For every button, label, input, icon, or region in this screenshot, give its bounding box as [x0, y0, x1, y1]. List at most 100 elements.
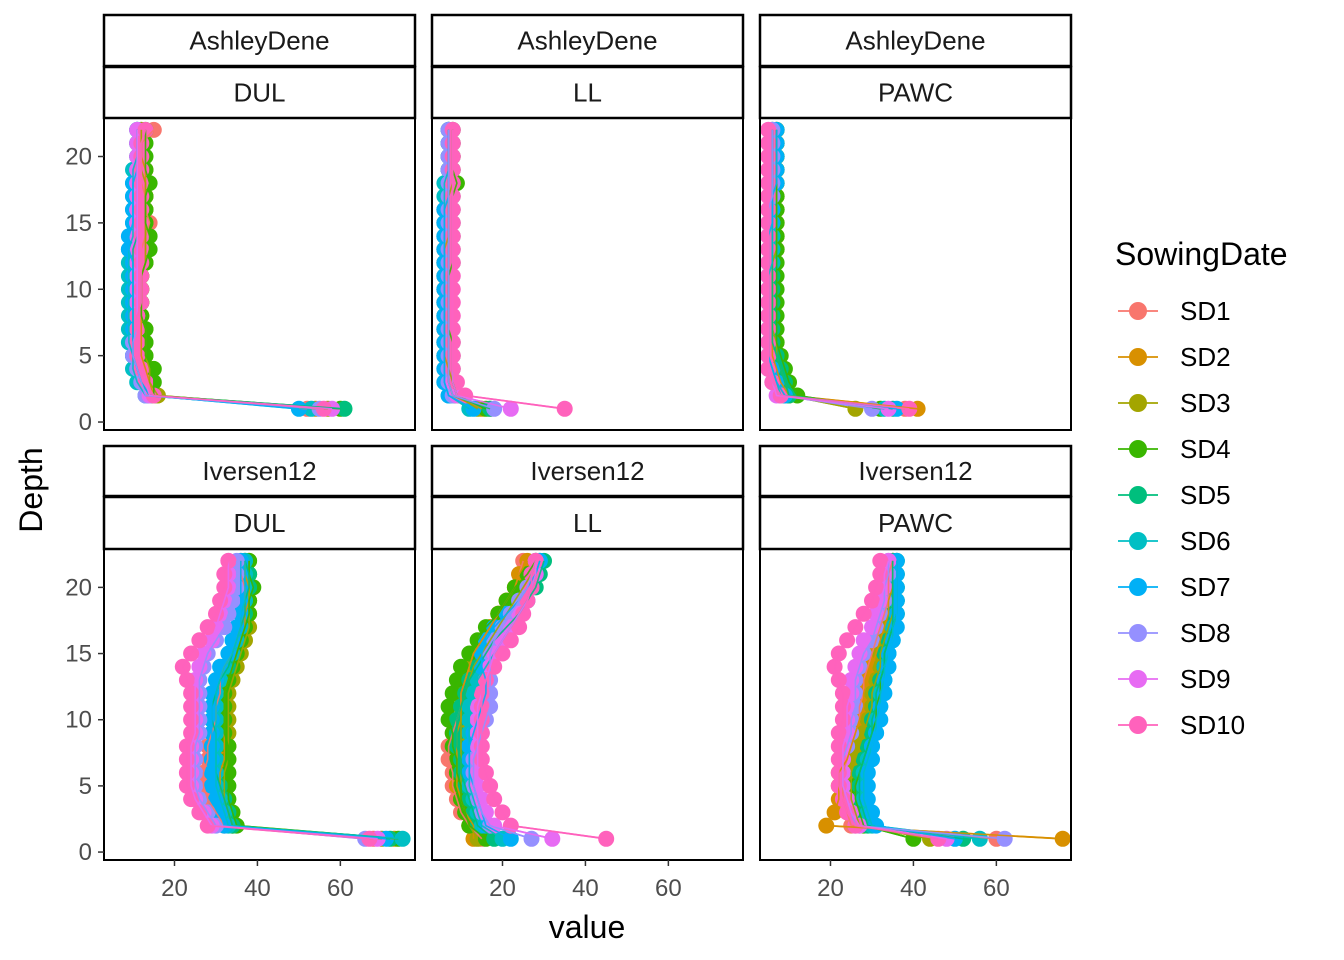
legend-item-SD4: SD4 — [1118, 434, 1231, 464]
panel-border — [431, 117, 744, 431]
series-line-SD2 — [140, 129, 316, 410]
legend-item-SD3: SD3 — [1118, 388, 1231, 418]
strip-variable-label: PAWC — [878, 78, 953, 108]
series-line-SD10 — [136, 129, 324, 410]
legend-label: SD5 — [1180, 480, 1231, 510]
series-line-overlay-SD5 — [132, 129, 345, 410]
panel-AshleyDene-PAWC — [759, 117, 1072, 431]
series-line-overlay-SD5 — [858, 560, 964, 840]
strip-variable-box — [102, 65, 417, 120]
legend-key-SD8 — [1129, 624, 1147, 642]
panel-border — [103, 548, 416, 861]
strip-variable-label: LL — [573, 508, 602, 538]
strip-variable-box — [758, 495, 1073, 551]
y-tick-label: 15 — [65, 641, 92, 668]
legend-key-SD6 — [1129, 532, 1147, 550]
legend-item-SD5: SD5 — [1118, 480, 1231, 510]
series-line-overlay-SD8 — [472, 560, 537, 840]
series-line-overlay-SD10 — [136, 129, 324, 410]
x-tick-label: 60 — [655, 875, 682, 902]
legend-item-SD6: SD6 — [1118, 526, 1231, 556]
series-line-overlay-SD1 — [842, 560, 997, 840]
series-line-SD9 — [136, 129, 333, 410]
legend-label: SD9 — [1180, 664, 1231, 694]
x-tick-label: 20 — [489, 875, 516, 902]
y-tick-label: 0 — [79, 409, 92, 436]
legend: SD1 SD2 SD3 SD4 SD5 SD6 SD7 SD8 SD9 SD10 — [1118, 296, 1245, 740]
legend-key-SD1 — [1129, 302, 1147, 320]
legend-label: SD8 — [1180, 618, 1231, 648]
series-line-overlay-SD2 — [140, 129, 316, 410]
y-tick-label: 10 — [65, 707, 92, 734]
legend-label: SD3 — [1180, 388, 1231, 418]
strip-variable-label: DUL — [233, 508, 285, 538]
series-line-SD3 — [140, 129, 328, 410]
strip-site-label: Iversen12 — [858, 456, 972, 486]
strip-site-label: AshleyDene — [189, 26, 329, 56]
panel-border — [759, 117, 1072, 431]
strip-variable-box — [430, 495, 745, 551]
series-line-SD5 — [132, 129, 345, 410]
legend-title: SowingDate — [1115, 236, 1288, 272]
legend-item-SD7: SD7 — [1118, 572, 1231, 602]
series-line-overlay-SD9 — [190, 560, 378, 840]
strip-site-box — [102, 13, 417, 68]
panel-Iversen12-DUL — [103, 548, 416, 861]
series-line-overlay-SD9 — [136, 129, 333, 410]
series-line-SD4 — [140, 129, 341, 410]
panel-AshleyDene-DUL — [103, 117, 416, 431]
series-line-overlay-SD10 — [480, 560, 607, 840]
series-line-overlay-SD4 — [140, 129, 341, 410]
x-axis-title: value — [549, 909, 626, 945]
legend-key-SD5 — [1129, 486, 1147, 504]
series-line-overlay-SD4 — [447, 560, 537, 840]
legend-item-SD1: SD1 — [1118, 296, 1231, 326]
series-line-overlay-SD1 — [136, 129, 308, 410]
panel-Iversen12-PAWC — [759, 548, 1072, 861]
series-line-overlay-SD6 — [128, 129, 312, 410]
y-tick-label: 20 — [65, 144, 92, 171]
legend-label: SD1 — [1180, 296, 1231, 326]
y-tick-label: 5 — [79, 773, 92, 800]
legend-label: SD2 — [1180, 342, 1231, 372]
strip-site-label: AshleyDene — [517, 26, 657, 56]
series-line-SD2 — [771, 129, 918, 410]
legend-key-SD2 — [1129, 348, 1147, 366]
series-line-SD9 — [451, 129, 512, 410]
series-line-overlay-SD10 — [451, 129, 565, 410]
x-tick-label: 40 — [244, 875, 271, 902]
strip-site-label: Iversen12 — [530, 456, 644, 486]
panel-border — [759, 548, 1072, 861]
series-line-overlay-SD4 — [223, 560, 399, 840]
axes: 0 5 10 15 20 0 5 10 15 20 20 40 60 20 40 60 20 40 60 — [65, 144, 1009, 902]
x-tick-label: 60 — [327, 875, 354, 902]
legend-item-SD9: SD9 — [1118, 664, 1231, 694]
strip-variable-label: DUL — [233, 78, 285, 108]
series-line-overlay-SD10 — [767, 129, 910, 410]
series-line-overlay-SD7 — [211, 560, 387, 840]
y-tick-label: 10 — [65, 276, 92, 303]
legend-key-SD4 — [1129, 440, 1147, 458]
strip-variable-box — [430, 65, 745, 120]
x-tick-label: 60 — [983, 875, 1010, 902]
strip-variable-box — [758, 65, 1073, 120]
legend-label: SD10 — [1180, 710, 1245, 740]
x-tick-label: 40 — [900, 875, 927, 902]
legend-key-SD3 — [1129, 394, 1147, 412]
y-tick-label: 20 — [65, 574, 92, 601]
strip-site-label: AshleyDene — [845, 26, 985, 56]
series-line-overlay-SD7 — [866, 560, 956, 840]
legend-key-SD7 — [1129, 578, 1147, 596]
panel-AshleyDene-LL — [431, 117, 744, 431]
series-line-overlay-SD5 — [211, 560, 391, 840]
facet-strips: AshleyDene DUL AshleyDene LL AshleyDene PAWC I… — [102, 13, 1073, 551]
x-tick-label: 20 — [817, 875, 844, 902]
panel-border — [431, 548, 744, 861]
series-line-SD1 — [136, 129, 308, 410]
series-line-overlay-SD2 — [771, 129, 918, 410]
legend-item-SD8: SD8 — [1118, 618, 1231, 648]
series-line-overlay-SD6 — [215, 560, 403, 840]
legend-key-SD9 — [1129, 670, 1147, 688]
y-tick-label: 5 — [79, 343, 92, 370]
